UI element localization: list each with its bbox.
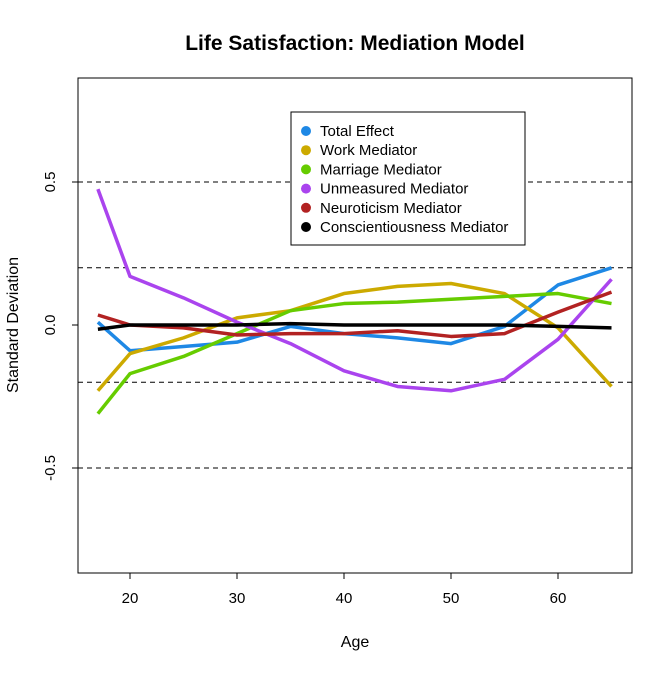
legend-marker xyxy=(301,126,311,136)
legend-label: Marriage Mediator xyxy=(320,161,442,178)
x-tick-label: 60 xyxy=(550,590,567,607)
series-line xyxy=(96,291,612,415)
y-tick-label: 0.0 xyxy=(42,315,59,336)
series-line xyxy=(96,266,613,353)
x-tick-label: 40 xyxy=(336,590,353,607)
x-tick-label: 30 xyxy=(229,590,246,607)
chart-title: Life Satisfaction: Mediation Model xyxy=(185,32,525,55)
x-axis-label: Age xyxy=(341,634,370,651)
legend-label: Unmeasured Mediator xyxy=(320,181,468,198)
series-line xyxy=(97,321,612,332)
legend-marker xyxy=(301,222,311,232)
series-line xyxy=(96,281,613,392)
legend-marker xyxy=(301,202,311,213)
x-tick-label: 50 xyxy=(443,590,460,607)
series-line xyxy=(96,188,613,393)
legend-label: Neuroticism Mediator xyxy=(320,200,462,217)
x-tick-label: 20 xyxy=(122,590,139,607)
legend-marker xyxy=(301,145,311,156)
legend-marker xyxy=(301,164,311,175)
legend-label: Work Mediator xyxy=(320,142,417,159)
legend: Total Effect Work Mediator Marriage Mediat… xyxy=(290,111,526,246)
legend-marker xyxy=(301,183,311,194)
plot-frame xyxy=(77,77,633,574)
y-tick-label: 0.5 xyxy=(42,172,59,193)
y-tick-label: -0.5 xyxy=(42,455,59,481)
legend-box xyxy=(290,111,526,246)
legend-label: Total Effect xyxy=(320,123,395,140)
legend-label: Conscientiousness Mediator xyxy=(320,219,508,236)
y-axis-label: Standard Deviation xyxy=(5,257,22,393)
